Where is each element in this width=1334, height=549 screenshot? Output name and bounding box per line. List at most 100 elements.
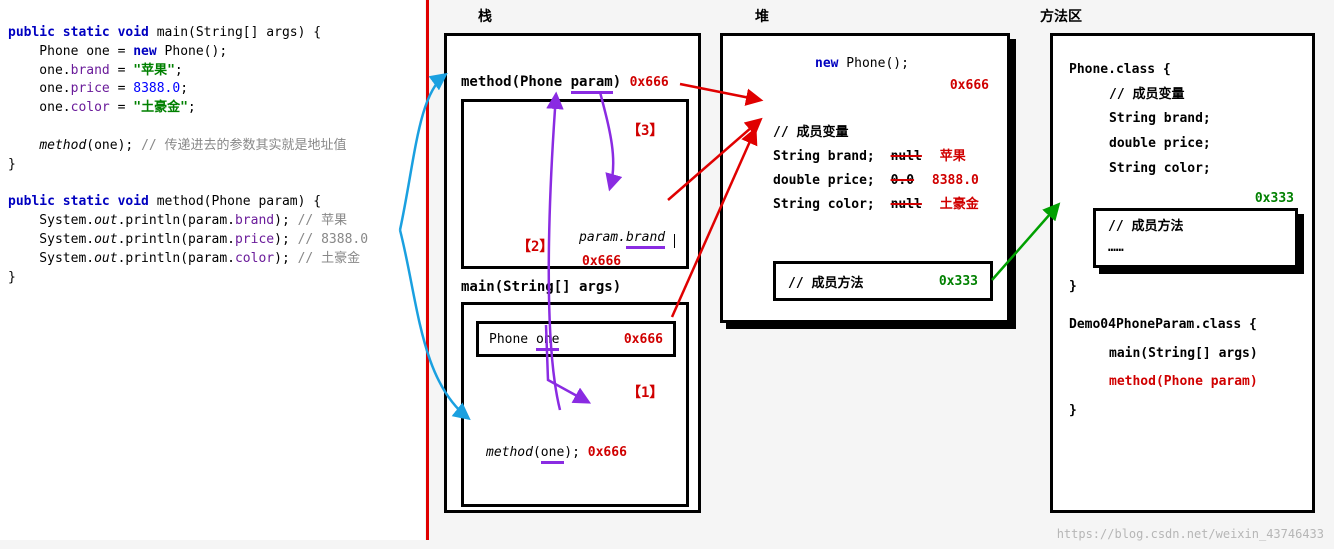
t: .println(param. <box>118 213 235 228</box>
methods-header: // 成员方法 <box>788 272 863 291</box>
t: method <box>486 445 533 460</box>
t: String brand; <box>773 149 875 164</box>
heap-fields: // 成员变量 String brand; null 苹果 double pri… <box>773 121 979 217</box>
t: Phone one = <box>8 44 133 59</box>
fld: color <box>71 100 110 115</box>
t: System. <box>8 232 94 247</box>
demo-main: main(String[] args) <box>1069 340 1258 369</box>
t: one. <box>8 63 71 78</box>
f3: String color; <box>1069 157 1211 182</box>
method-call: method(one); 0x666 <box>486 445 627 460</box>
new-phone: new Phone(); <box>815 56 909 71</box>
t: ) <box>613 74 630 90</box>
t: method(Phone param) { <box>149 194 321 209</box>
t: System. <box>8 213 94 228</box>
t: main(String[] args) { <box>149 25 321 40</box>
num: 8388.0 <box>133 81 180 96</box>
t: ); <box>274 251 297 266</box>
addr-green: 0x333 <box>939 274 978 289</box>
step-2: 【2】 <box>517 236 553 256</box>
addr: 0x666 <box>950 78 989 93</box>
mth: method <box>39 138 86 153</box>
demo-header: Demo04PhoneParam.class { <box>1069 311 1258 340</box>
str: "土豪金" <box>133 100 188 115</box>
phone-one-box: Phone one 0x666 <box>476 321 676 357</box>
kw: public static void <box>8 194 149 209</box>
addr: 0x666 <box>588 445 627 460</box>
t: one. <box>8 81 71 96</box>
main-frame: Phone one 0x666 method(one); 0x666 <box>461 302 689 507</box>
out: out <box>94 213 117 228</box>
t: ); <box>564 445 587 460</box>
dots: …… <box>1108 238 1283 259</box>
field-row: String brand; null 苹果 <box>773 145 979 169</box>
methodarea-title: 方法区 <box>1040 6 1082 26</box>
field-row: String color; null 土豪金 <box>773 193 979 217</box>
comment: // 土豪金 <box>298 251 360 266</box>
t: one. <box>8 100 71 115</box>
val: 8388.0 <box>932 173 979 188</box>
null-strike: null <box>891 197 922 212</box>
out: out <box>94 251 117 266</box>
comment: // 苹果 <box>298 213 347 228</box>
t: System. <box>8 251 94 266</box>
t: ); <box>274 232 297 247</box>
f2: double price; <box>1069 132 1211 157</box>
kw: public static void <box>8 25 149 40</box>
out: out <box>94 232 117 247</box>
fld: price <box>71 81 110 96</box>
methodarea-box: Phone.class { // 成员变量 String brand; doub… <box>1050 33 1315 513</box>
watermark: https://blog.csdn.net/weixin_43746433 <box>1057 527 1324 541</box>
str: "苹果" <box>133 63 175 78</box>
main-sig: main(String[] args) <box>461 279 621 295</box>
t: method(Phone <box>461 74 571 90</box>
one-underline: one <box>536 332 559 351</box>
t: .println(param. <box>118 251 235 266</box>
addr-green: 0x333 <box>1255 191 1294 206</box>
methods-header: // 成员方法 <box>1108 217 1283 238</box>
method-sig: method(Phone param) 0x666 <box>461 74 669 90</box>
field-row: double price; 0.0 8388.0 <box>773 169 979 193</box>
t: Phone(); <box>157 44 227 59</box>
param-underline: param <box>571 74 613 94</box>
val: 土豪金 <box>940 197 979 212</box>
class-header: Phone.class { <box>1069 58 1211 83</box>
fld: color <box>235 251 274 266</box>
comment: // 传递进去的参数其实就是地址值 <box>141 138 346 153</box>
t: Phone <box>489 332 536 347</box>
diagram-root: public static void main(String[] args) {… <box>0 0 1334 549</box>
t: ; <box>175 63 183 78</box>
demo-close: } <box>1069 397 1258 426</box>
vertical-divider <box>426 0 429 540</box>
heap-box: new Phone(); 0x666 // 成员变量 String brand;… <box>720 33 1010 323</box>
step-3: 【3】 <box>627 120 663 140</box>
fld: brand <box>235 213 274 228</box>
comment: // 8388.0 <box>298 232 368 247</box>
t: = <box>110 100 133 115</box>
heap-methods-box: // 成员方法 0x333 <box>773 261 993 301</box>
param-brand: param.brand <box>579 230 665 245</box>
t <box>8 138 39 153</box>
code-panel: public static void main(String[] args) {… <box>0 0 425 540</box>
close-brace: } <box>1069 279 1077 294</box>
t: (one); <box>86 138 141 153</box>
vars-header: // 成员变量 <box>1069 83 1211 108</box>
t: double price; <box>773 173 875 188</box>
t: ; <box>180 81 188 96</box>
fld: brand <box>71 63 110 78</box>
demo-class: Demo04PhoneParam.class { main(String[] a… <box>1069 311 1258 425</box>
t: } <box>8 270 16 285</box>
addr: 0x666 <box>624 332 663 347</box>
vars-header: // 成员变量 <box>773 121 979 145</box>
t: = <box>110 81 133 96</box>
t: ( <box>533 445 541 460</box>
kw-new: new <box>133 44 156 59</box>
null-strike: null <box>891 149 922 164</box>
t: String color; <box>773 197 875 212</box>
step-1: 【1】 <box>627 382 663 402</box>
stack-box: method(Phone param) 0x666 param.brand 0x… <box>444 33 701 513</box>
t: ); <box>274 213 297 228</box>
val: 苹果 <box>940 149 966 164</box>
null-strike: 0.0 <box>891 173 914 188</box>
addr: 0x666 <box>630 75 669 90</box>
